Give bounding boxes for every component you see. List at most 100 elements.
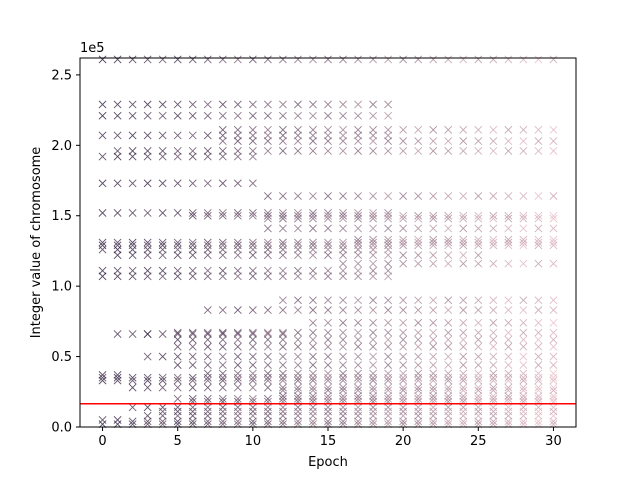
data-point: [173, 407, 182, 416]
data-point: [233, 131, 242, 140]
data-point: [278, 386, 287, 395]
data-point: [459, 342, 468, 351]
data-point: [158, 383, 167, 392]
data-point: [143, 245, 152, 254]
data-point: [263, 328, 272, 337]
x-axis: 0 5 10 15 20 25 30: [98, 427, 562, 449]
data-point: [98, 152, 107, 161]
data-point: [113, 272, 122, 281]
data-point: [158, 373, 167, 382]
data-point: [354, 306, 362, 315]
data-point: [263, 211, 272, 220]
data-point: [339, 147, 347, 155]
data-point: [504, 147, 513, 155]
data-point: [324, 386, 332, 395]
data-point: [534, 352, 543, 361]
data-point: [369, 383, 378, 392]
data-point: [414, 235, 423, 244]
data-point: [143, 147, 152, 155]
data-point: [489, 55, 498, 64]
data-point: [354, 394, 362, 403]
data-point: [429, 392, 438, 400]
data-point: [534, 192, 543, 200]
data-point: [203, 238, 212, 247]
data-point: [203, 131, 212, 140]
data-point: [414, 342, 423, 351]
data-point: [248, 179, 257, 188]
data-point: [278, 376, 287, 385]
data-point: [128, 131, 137, 140]
data-point: [263, 147, 272, 155]
data-point: [369, 394, 378, 403]
data-point: [369, 147, 378, 155]
data-point: [534, 259, 543, 268]
data-point: [414, 296, 423, 305]
x-tick-label: 15: [320, 434, 337, 449]
data-point: [173, 373, 182, 382]
data-point: [339, 272, 347, 281]
data-point: [294, 383, 302, 392]
data-point: [354, 224, 362, 233]
data-point: [263, 330, 272, 338]
data-point: [339, 376, 347, 385]
data-point: [309, 392, 317, 400]
data-point: [263, 238, 272, 247]
data-point: [399, 224, 408, 233]
data-point: [248, 328, 257, 337]
data-point: [549, 342, 558, 351]
data-point: [399, 328, 408, 337]
data-point: [489, 407, 498, 416]
data-point: [369, 209, 378, 217]
data-point: [534, 394, 543, 403]
data-point: [158, 111, 167, 120]
data-point: [444, 241, 453, 250]
data-point: [354, 272, 362, 281]
data-point: [278, 147, 287, 155]
data-point: [203, 407, 212, 416]
data-point: [549, 211, 558, 220]
data-point: [369, 137, 378, 146]
data-point: [188, 147, 197, 155]
data-point: [294, 125, 302, 134]
x-tick-label: 5: [174, 434, 182, 449]
data-point: [158, 272, 167, 281]
data-point: [354, 235, 362, 244]
data-point: [128, 55, 137, 64]
data-point: [128, 251, 137, 260]
data-point: [324, 335, 332, 344]
data-point: [549, 352, 558, 361]
data-point: [354, 386, 362, 395]
data-point: [534, 361, 543, 369]
data-point: [339, 394, 347, 403]
data-point: [414, 55, 423, 64]
data-point: [294, 407, 302, 416]
data-point: [519, 192, 528, 200]
data-point: [143, 152, 152, 161]
data-point: [549, 383, 558, 392]
data-point: [339, 392, 347, 400]
data-point: [384, 147, 393, 155]
data-point: [263, 376, 272, 385]
data-point: [188, 376, 197, 385]
data-point: [278, 111, 287, 120]
data-point: [384, 251, 393, 260]
data-point: [369, 245, 378, 254]
data-point: [324, 272, 332, 281]
data-point: [263, 214, 272, 223]
data-point: [233, 306, 242, 315]
data-point: [339, 211, 347, 220]
data-point: [113, 152, 122, 161]
data-point: [294, 192, 302, 200]
data-point: [384, 131, 393, 140]
data-point: [218, 152, 227, 161]
data-point: [384, 209, 393, 217]
data-point: [339, 100, 347, 109]
data-point: [519, 407, 528, 416]
data-point: [278, 369, 287, 378]
data-point: [158, 209, 167, 217]
data-point: [188, 55, 197, 64]
data-point: [294, 369, 302, 378]
data-point: [354, 125, 362, 134]
data-point: [384, 125, 393, 134]
data-point: [218, 330, 227, 338]
